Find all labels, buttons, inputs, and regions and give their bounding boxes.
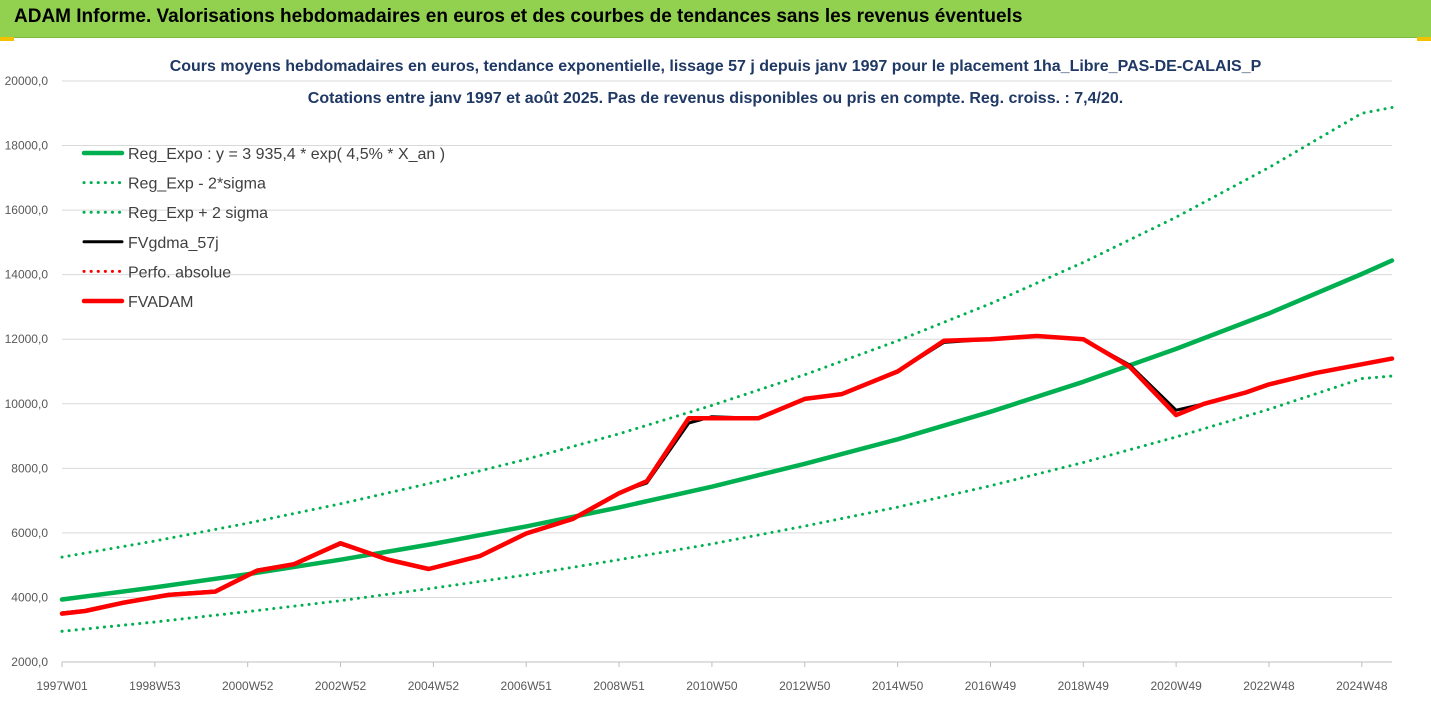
x-tick-label: 2010W50 <box>686 679 738 693</box>
series-line-5 <box>59 333 1395 616</box>
chart-area: Cours moyens hebdomadaires en euros, ten… <box>0 38 1431 718</box>
y-tick-label: 8000,0 <box>11 461 48 475</box>
legend-label: FVADAM <box>128 294 193 311</box>
x-tick-label: 2022W48 <box>1243 679 1295 693</box>
header-banner: ADAM Informe. Valorisations hebdomadaire… <box>0 0 1431 38</box>
y-tick-label: 20000,0 <box>5 74 49 88</box>
chart-title: Cours moyens hebdomadaires en euros, ten… <box>169 58 1262 75</box>
legend-label: Reg_Expo : y = 3 935,4 * exp( 4,5% * X_a… <box>128 146 445 163</box>
legend-label: Reg_Exp + 2 sigma <box>128 205 268 222</box>
legend-label: Perfo. absolue <box>128 264 231 281</box>
x-tick-label: 1997W01 <box>36 679 88 693</box>
x-tick-label: 1998W53 <box>129 679 181 693</box>
page-title: ADAM Informe. Valorisations hebdomadaire… <box>14 6 1023 27</box>
x-tick-label: 2000W52 <box>222 679 274 693</box>
y-tick-label: 18000,0 <box>5 139 49 153</box>
x-tick-label: 2018W49 <box>1058 679 1110 693</box>
legend-label: Reg_Exp - 2*sigma <box>128 176 266 193</box>
line-chart: 2000,0 4000,0 6000,0 8000,0 10000,0 12000,0 14… <box>5 74 1395 693</box>
x-tick-label: 2012W50 <box>779 679 831 693</box>
y-tick-label: 2000,0 <box>11 655 48 669</box>
x-tick-label: 2016W49 <box>965 679 1017 693</box>
x-tick-label: 2004W52 <box>408 679 460 693</box>
corner-mark-top-right <box>1417 37 1431 41</box>
x-tick-label: 2024W48 <box>1336 679 1388 693</box>
x-tick-label: 2014W50 <box>872 679 924 693</box>
x-tick-label: 2002W52 <box>315 679 367 693</box>
legend: Reg_Expo : y = 3 935,4 * exp( 4,5% * X_a… <box>81 146 445 311</box>
series-line-1 <box>60 374 1394 633</box>
x-tick-label: 2006W51 <box>501 679 553 693</box>
axes: 2000,0 4000,0 6000,0 8000,0 10000,0 12000,0 14… <box>5 74 1392 693</box>
series-line-0 <box>59 258 1395 602</box>
y-tick-label: 6000,0 <box>11 526 48 540</box>
legend-label: FVgdma_57j <box>128 235 219 252</box>
y-tick-label: 14000,0 <box>5 268 49 282</box>
series-line-2 <box>60 106 1394 559</box>
y-tick-label: 16000,0 <box>5 203 49 217</box>
y-tick-label: 12000,0 <box>5 332 49 346</box>
corner-mark-top-left <box>0 37 14 41</box>
x-tick-label: 2008W51 <box>593 679 645 693</box>
y-tick-label: 10000,0 <box>5 397 49 411</box>
series-lines <box>59 106 1395 633</box>
grid-lines <box>62 80 1392 663</box>
chart-subtitle: Cotations entre janv 1997 et août 2025. … <box>307 90 1124 107</box>
y-tick-label: 4000,0 <box>11 590 48 604</box>
x-tick-label: 2020W49 <box>1150 679 1202 693</box>
